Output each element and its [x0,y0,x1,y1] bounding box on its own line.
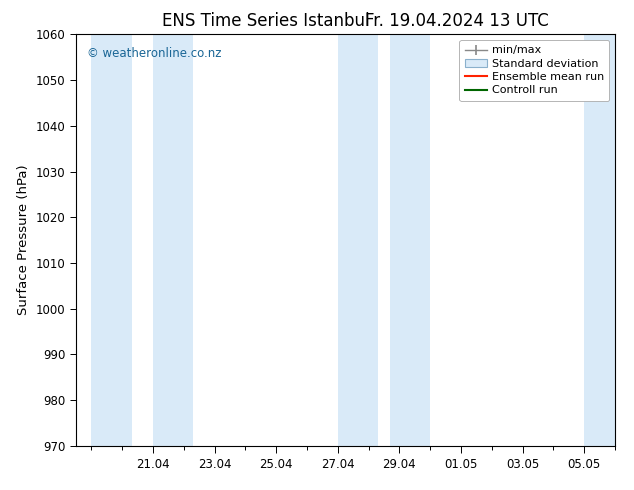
Bar [584,34,615,446]
Bar [390,34,430,446]
Text: ENS Time Series Istanbul: ENS Time Series Istanbul [162,12,370,30]
Text: © weatheronline.co.nz: © weatheronline.co.nz [87,47,221,60]
Bar [153,34,193,446]
Y-axis label: Surface Pressure (hPa): Surface Pressure (hPa) [17,165,30,316]
Bar [338,34,378,446]
Legend: min/max, Standard deviation, Ensemble mean run, Controll run: min/max, Standard deviation, Ensemble me… [460,40,609,101]
Text: Fr. 19.04.2024 13 UTC: Fr. 19.04.2024 13 UTC [365,12,548,30]
Bar [91,34,131,446]
